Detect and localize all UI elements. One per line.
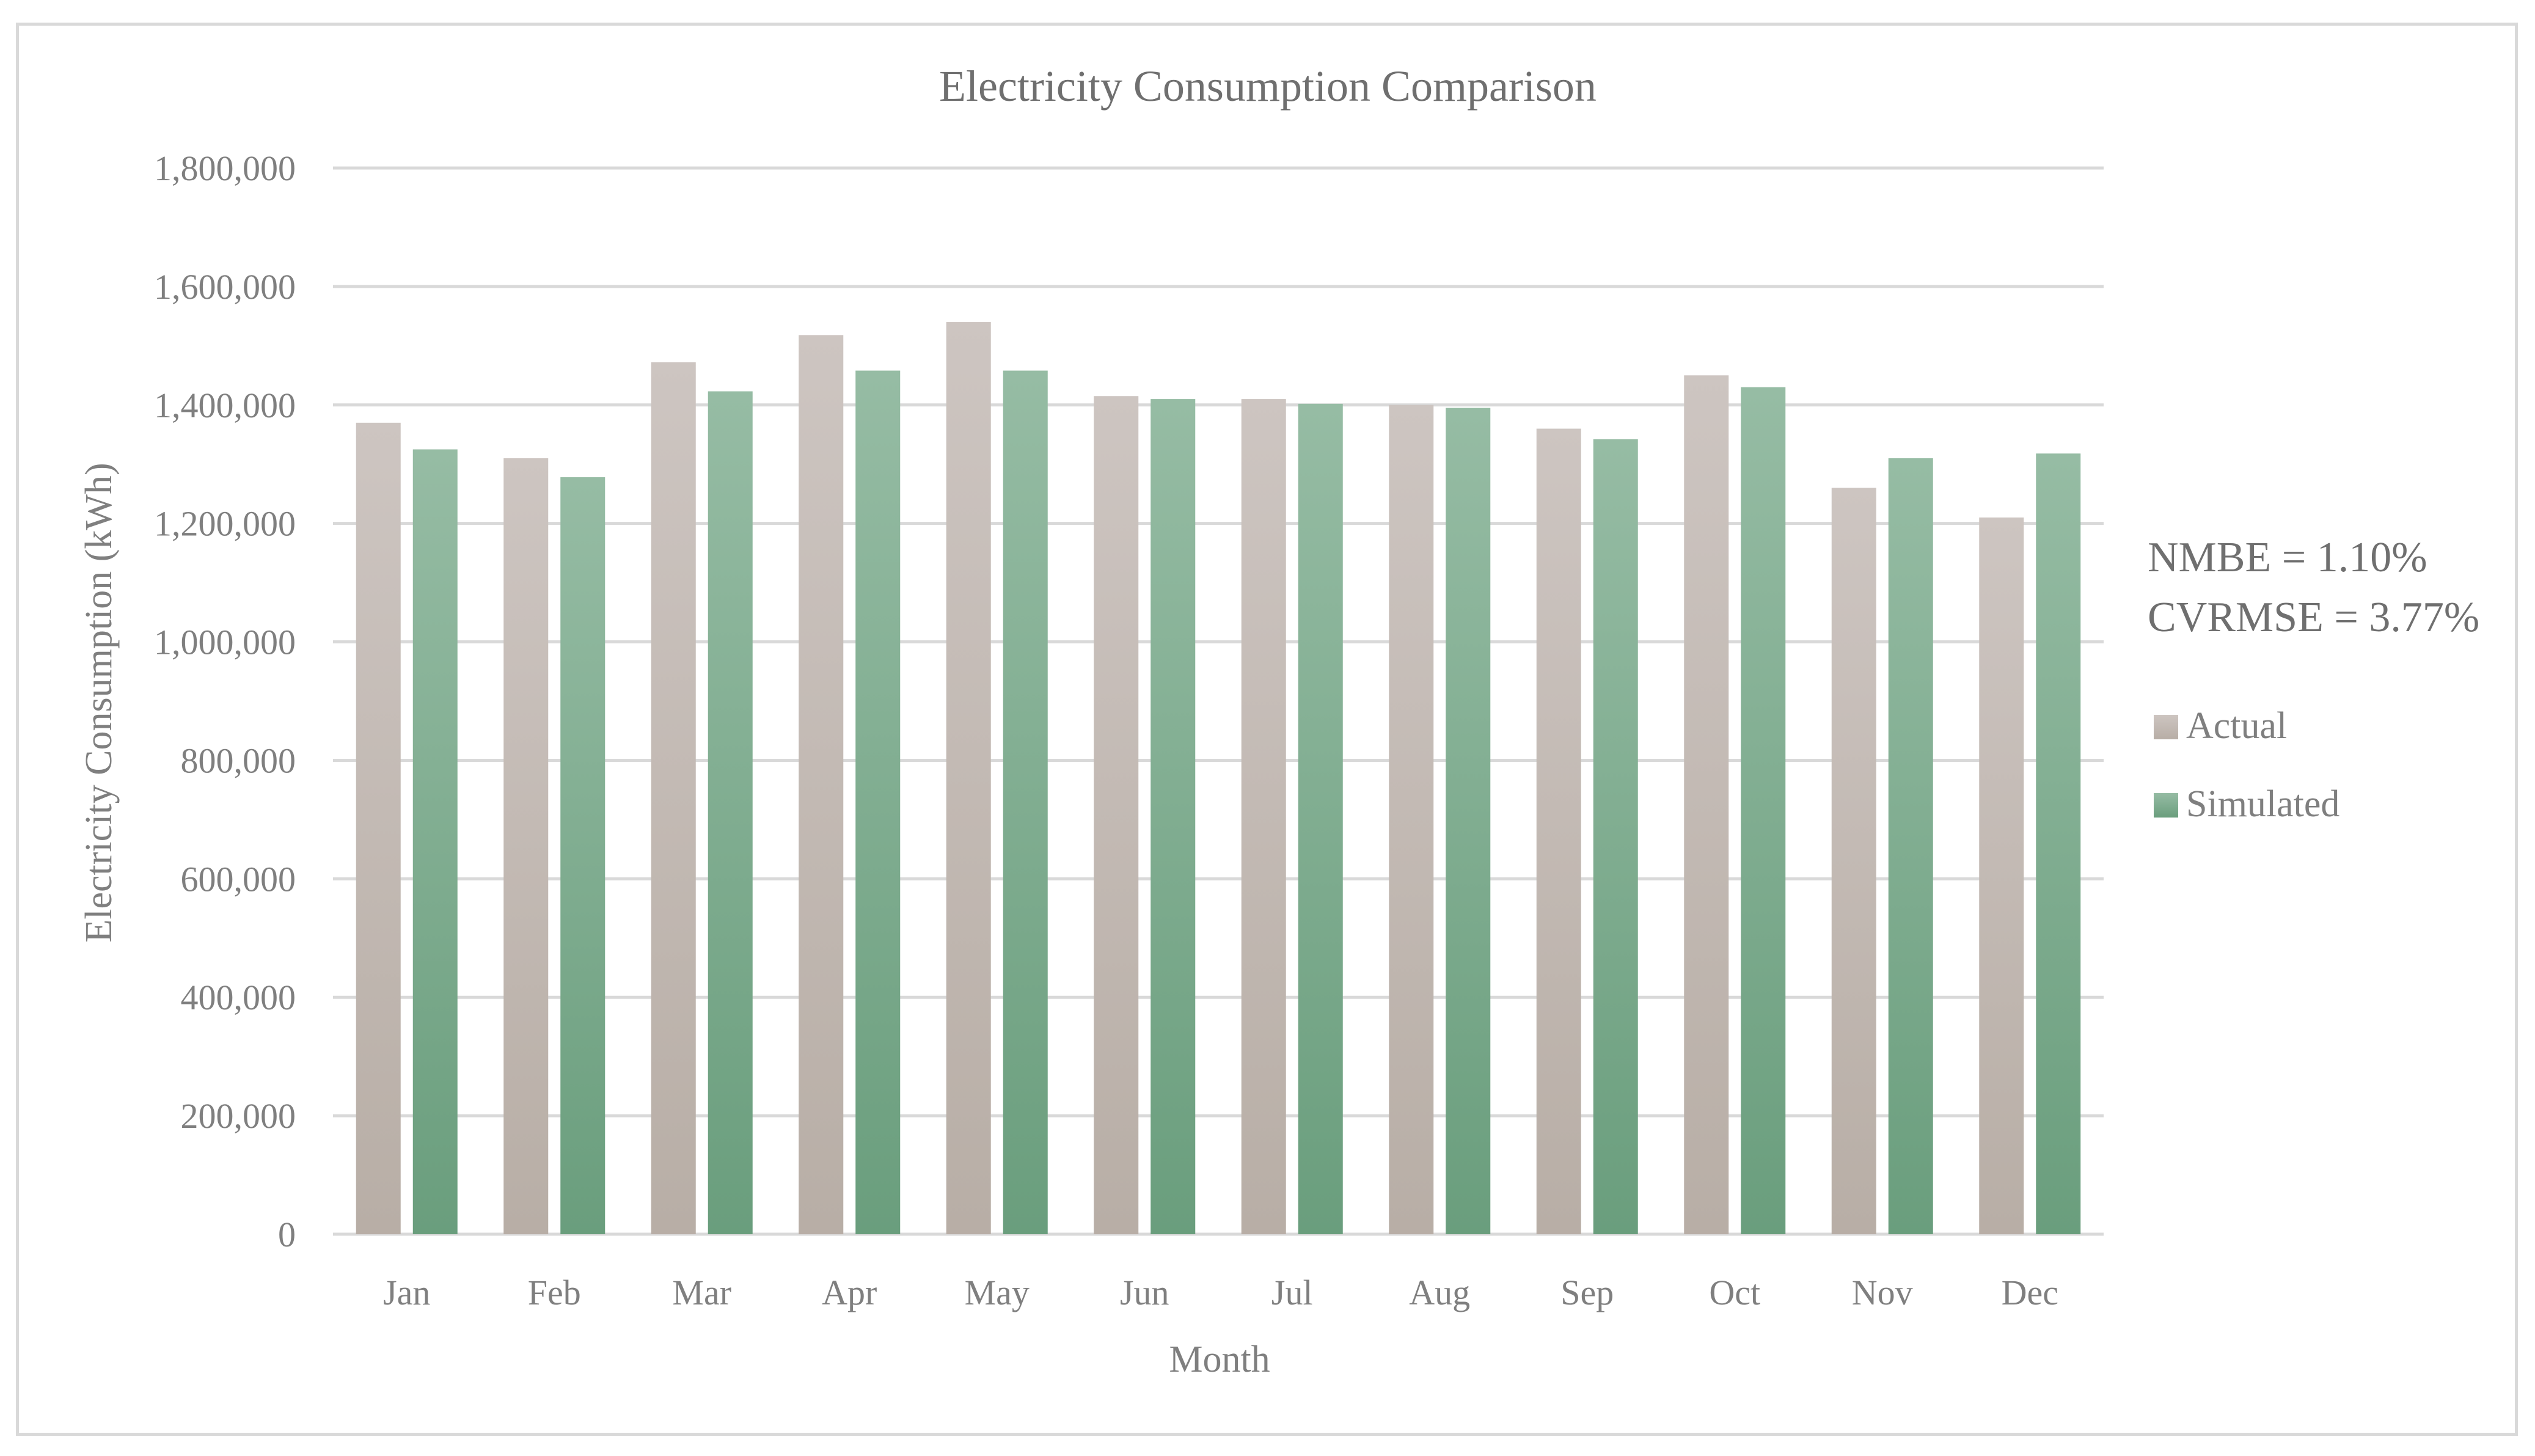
bar-actual-dec <box>1979 517 2024 1235</box>
bar-actual-aug <box>1389 404 1434 1234</box>
bar-simulated-nov <box>1888 458 1933 1234</box>
y-tick-label: 0 <box>278 1215 296 1254</box>
y-tick-label: 1,800,000 <box>154 148 296 188</box>
y-tick-label: 800,000 <box>181 741 296 780</box>
legend: Actual Simulated <box>2154 705 2339 825</box>
bar-simulated-feb <box>560 477 605 1234</box>
bar-actual-jan <box>356 422 401 1234</box>
bar-simulated-jan <box>412 449 458 1234</box>
bar-actual-apr <box>799 335 844 1235</box>
bar-actual-oct <box>1684 375 1729 1234</box>
bar-simulated-jun <box>1150 399 1196 1235</box>
bars <box>356 322 2081 1235</box>
x-tick-label: Aug <box>1409 1273 1470 1312</box>
bar-simulated-mar <box>708 391 753 1235</box>
x-tick-label: Apr <box>822 1273 877 1312</box>
y-axis-title: Electricity Consumption (kWh) <box>78 463 120 942</box>
bar-actual-mar <box>651 362 696 1234</box>
x-tick-label: Feb <box>528 1273 581 1312</box>
x-tick-label: Nov <box>1852 1273 1913 1312</box>
legend-swatch-simulated <box>2154 793 2178 818</box>
y-tick-label: 1,200,000 <box>154 504 296 544</box>
y-axis-ticks: 0 200,000 400,000 600,000 800,000 1,000,000 1,… <box>154 148 296 1254</box>
bar-simulated-sep <box>1593 439 1638 1234</box>
x-axis-ticks: Jan Feb Mar Apr May Jun Jul Aug Sep Oct Nov Dec <box>383 1273 2058 1312</box>
bar-actual-jul <box>1241 399 1286 1235</box>
bar-simulated-may <box>1003 370 1048 1234</box>
x-tick-label: Mar <box>672 1273 731 1312</box>
bar-simulated-dec <box>2036 453 2081 1234</box>
legend-label-actual: Actual <box>2186 705 2287 747</box>
bar-actual-jun <box>1094 396 1139 1234</box>
x-axis-title: Month <box>1169 1339 1270 1380</box>
y-tick-label: 1,600,000 <box>154 267 296 307</box>
cvrmse-annotation: CVRMSE = 3.77% <box>2148 594 2479 641</box>
bar-actual-feb <box>503 458 549 1234</box>
x-tick-label: Jan <box>383 1273 430 1312</box>
x-tick-label: May <box>965 1273 1030 1312</box>
chart-title: Electricity Consumption Comparison <box>939 62 1597 111</box>
y-tick-label: 1,400,000 <box>154 386 296 425</box>
bar-actual-nov <box>1831 488 1876 1234</box>
bar-actual-may <box>946 322 991 1234</box>
x-tick-label: Oct <box>1709 1273 1760 1312</box>
bar-simulated-aug <box>1446 408 1491 1234</box>
bar-simulated-jul <box>1298 403 1343 1234</box>
y-tick-label: 600,000 <box>181 859 296 899</box>
y-tick-label: 400,000 <box>181 978 296 1017</box>
x-tick-label: Jul <box>1271 1273 1313 1312</box>
x-tick-label: Sep <box>1560 1273 1614 1312</box>
legend-label-simulated: Simulated <box>2186 783 2339 825</box>
legend-swatch-actual <box>2154 715 2178 739</box>
y-tick-label: 200,000 <box>181 1096 296 1136</box>
bar-simulated-apr <box>855 370 901 1234</box>
nmbe-annotation: NMBE = 1.10% <box>2148 534 2427 581</box>
bar-actual-sep <box>1536 428 1581 1234</box>
y-tick-label: 1,000,000 <box>154 623 296 662</box>
bar-simulated-oct <box>1741 387 1786 1234</box>
gridlines <box>333 166 2104 1236</box>
x-tick-label: Dec <box>2002 1273 2058 1312</box>
x-tick-label: Jun <box>1120 1273 1169 1312</box>
